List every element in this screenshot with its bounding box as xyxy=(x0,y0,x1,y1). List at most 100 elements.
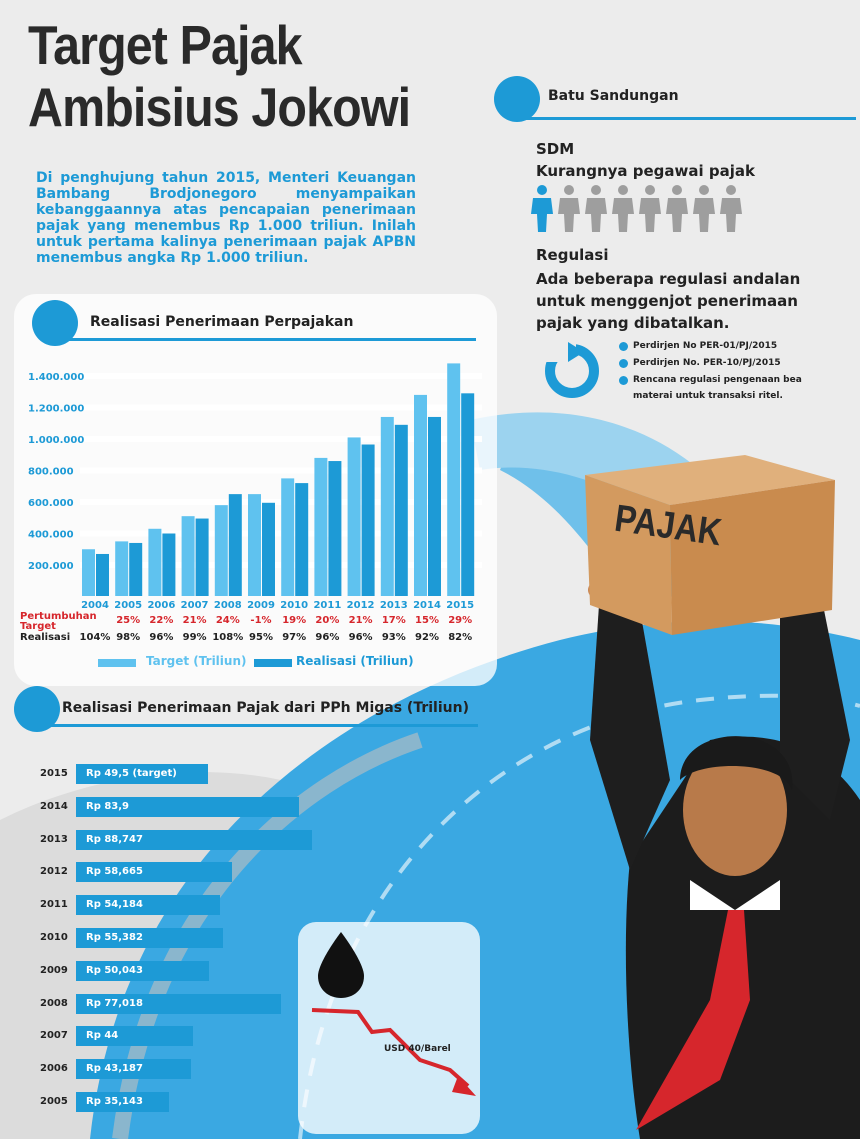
realisasi-pct: 98% xyxy=(116,632,141,643)
migas-bar xyxy=(76,862,232,883)
price-drop-arrow xyxy=(311,1008,476,1096)
bar-target xyxy=(82,549,95,596)
growth-value: 17% xyxy=(381,615,406,626)
bar-realisasi xyxy=(262,502,275,596)
bar-realisasi xyxy=(162,533,176,596)
chart2-title: Realisasi Penerimaan Pajak dari PPh Miga… xyxy=(62,700,469,716)
y-tick-label: 800.000 xyxy=(28,467,74,478)
bullet-dot xyxy=(619,359,628,368)
growth-value: 19% xyxy=(282,615,307,626)
realisasi-pct: 104% xyxy=(79,632,111,643)
growth-value: 29% xyxy=(448,615,473,626)
migas-bar xyxy=(76,829,312,850)
migas-bar-label: Rp 50,043 xyxy=(86,964,143,976)
x-tick-label: 2015 xyxy=(446,600,475,611)
bar-realisasi xyxy=(96,553,109,596)
person-icon xyxy=(666,185,688,232)
bar-realisasi xyxy=(129,542,143,596)
migas-bar xyxy=(76,1026,193,1047)
migas-bar-label: Rp 58,665 xyxy=(86,866,143,878)
growth-value: 24% xyxy=(215,615,240,626)
regulasi-item-1: Perdirjen No PER-01/PJ/2015 xyxy=(633,341,778,351)
title-line-1: Target Pajak xyxy=(28,14,303,76)
person-icon xyxy=(639,185,661,232)
x-tick-label: 2004 xyxy=(81,600,109,611)
x-tick-label: 2014 xyxy=(413,600,441,611)
bar-target xyxy=(148,528,162,596)
realisasi-pct: 82% xyxy=(448,632,473,643)
growth-value: 25% xyxy=(116,615,141,626)
oil-price-label: USD 40/Barel xyxy=(384,1044,451,1054)
legend-realisasi: Realisasi (Triliun) xyxy=(296,654,414,668)
migas-bar xyxy=(76,960,210,981)
realisasi-pct: 92% xyxy=(415,632,439,643)
realisasi-row-label: Realisasi xyxy=(20,632,71,643)
bar-realisasi xyxy=(195,518,209,596)
regulasi-line-1: Ada beberapa regulasi andalan xyxy=(536,270,801,288)
y-tick-label: 200.000 xyxy=(28,561,74,572)
realisasi-pct: 99% xyxy=(182,632,207,643)
bar-realisasi xyxy=(295,483,309,596)
migas-bar xyxy=(76,928,224,948)
section-underline xyxy=(38,724,478,727)
migas-bar-label: Rp 88,747 xyxy=(86,833,143,845)
migas-bar xyxy=(76,796,300,817)
bar-target xyxy=(447,363,461,596)
bar-target xyxy=(214,505,228,596)
y-tick-label: 2011 xyxy=(40,899,68,911)
bar-realisasi xyxy=(461,393,475,596)
regulasi-heading: Regulasi xyxy=(536,246,609,264)
bar-target xyxy=(380,416,394,596)
bar-target xyxy=(115,541,129,596)
regulasi-line-2: untuk menggenjot penerimaan xyxy=(536,292,798,310)
bar-target xyxy=(248,494,261,596)
bar-target xyxy=(281,478,295,596)
realisasi-pct: 97% xyxy=(282,632,307,643)
growth-value: 21% xyxy=(348,615,373,626)
x-tick-label: 2010 xyxy=(280,600,309,611)
bar-realisasi xyxy=(228,494,242,596)
bar-realisasi xyxy=(328,461,342,596)
growth-row-label: Pertumbuhan Target xyxy=(20,611,97,632)
oil-drop-icon xyxy=(318,932,364,998)
y-tick-label: 1.000.000 xyxy=(28,435,84,446)
y-tick-label: 1.400.000 xyxy=(28,372,84,383)
y-tick-label: 2007 xyxy=(40,1030,68,1042)
migas-bar xyxy=(76,1092,170,1112)
migas-bar xyxy=(76,895,221,916)
realisasi-pct: 96% xyxy=(348,632,373,643)
migas-bar-label: Rp 35,143 xyxy=(86,1096,143,1107)
bar-target xyxy=(181,516,195,596)
person-icon xyxy=(531,185,553,232)
regulasi-item-2: Perdirjen No. PER-10/PJ/2015 xyxy=(633,358,781,368)
y-tick-label: 2008 xyxy=(40,997,68,1009)
refresh-icon xyxy=(545,340,599,398)
x-tick-label: 2005 xyxy=(114,600,143,611)
growth-value: 20% xyxy=(315,615,340,626)
migas-bar-label: Rp 55,382 xyxy=(86,932,143,943)
migas-bar-label: Rp 54,184 xyxy=(86,899,143,911)
legend-swatch-realisasi xyxy=(254,659,292,667)
bar-realisasi xyxy=(394,424,408,596)
realisasi-pct: 96% xyxy=(149,632,174,643)
person-icon xyxy=(693,185,715,232)
growth-value: 15% xyxy=(415,615,439,626)
x-tick-label: 2013 xyxy=(379,600,408,611)
bar-target xyxy=(414,394,427,596)
sdm-heading: SDM xyxy=(536,140,575,158)
realisasi-pct: 108% xyxy=(212,632,244,643)
growth-value: 22% xyxy=(149,615,174,626)
growth-value: -1% xyxy=(250,615,272,626)
person-icon xyxy=(720,185,742,232)
regulasi-line-3: pajak yang dibatalkan. xyxy=(536,314,730,332)
section-title-batu: Batu Sandungan xyxy=(548,88,679,104)
legend-swatch-target xyxy=(98,659,136,667)
y-tick-label: 600.000 xyxy=(28,498,74,509)
y-tick-label: 2010 xyxy=(40,932,68,943)
bullet-dot xyxy=(619,342,628,351)
y-tick-label: 2015 xyxy=(40,768,68,779)
sdm-text: Kurangnya pegawai pajak xyxy=(536,162,755,180)
bar-realisasi xyxy=(428,416,441,596)
y-tick-label: 2012 xyxy=(40,866,68,878)
y-tick-label: 400.000 xyxy=(28,530,74,541)
